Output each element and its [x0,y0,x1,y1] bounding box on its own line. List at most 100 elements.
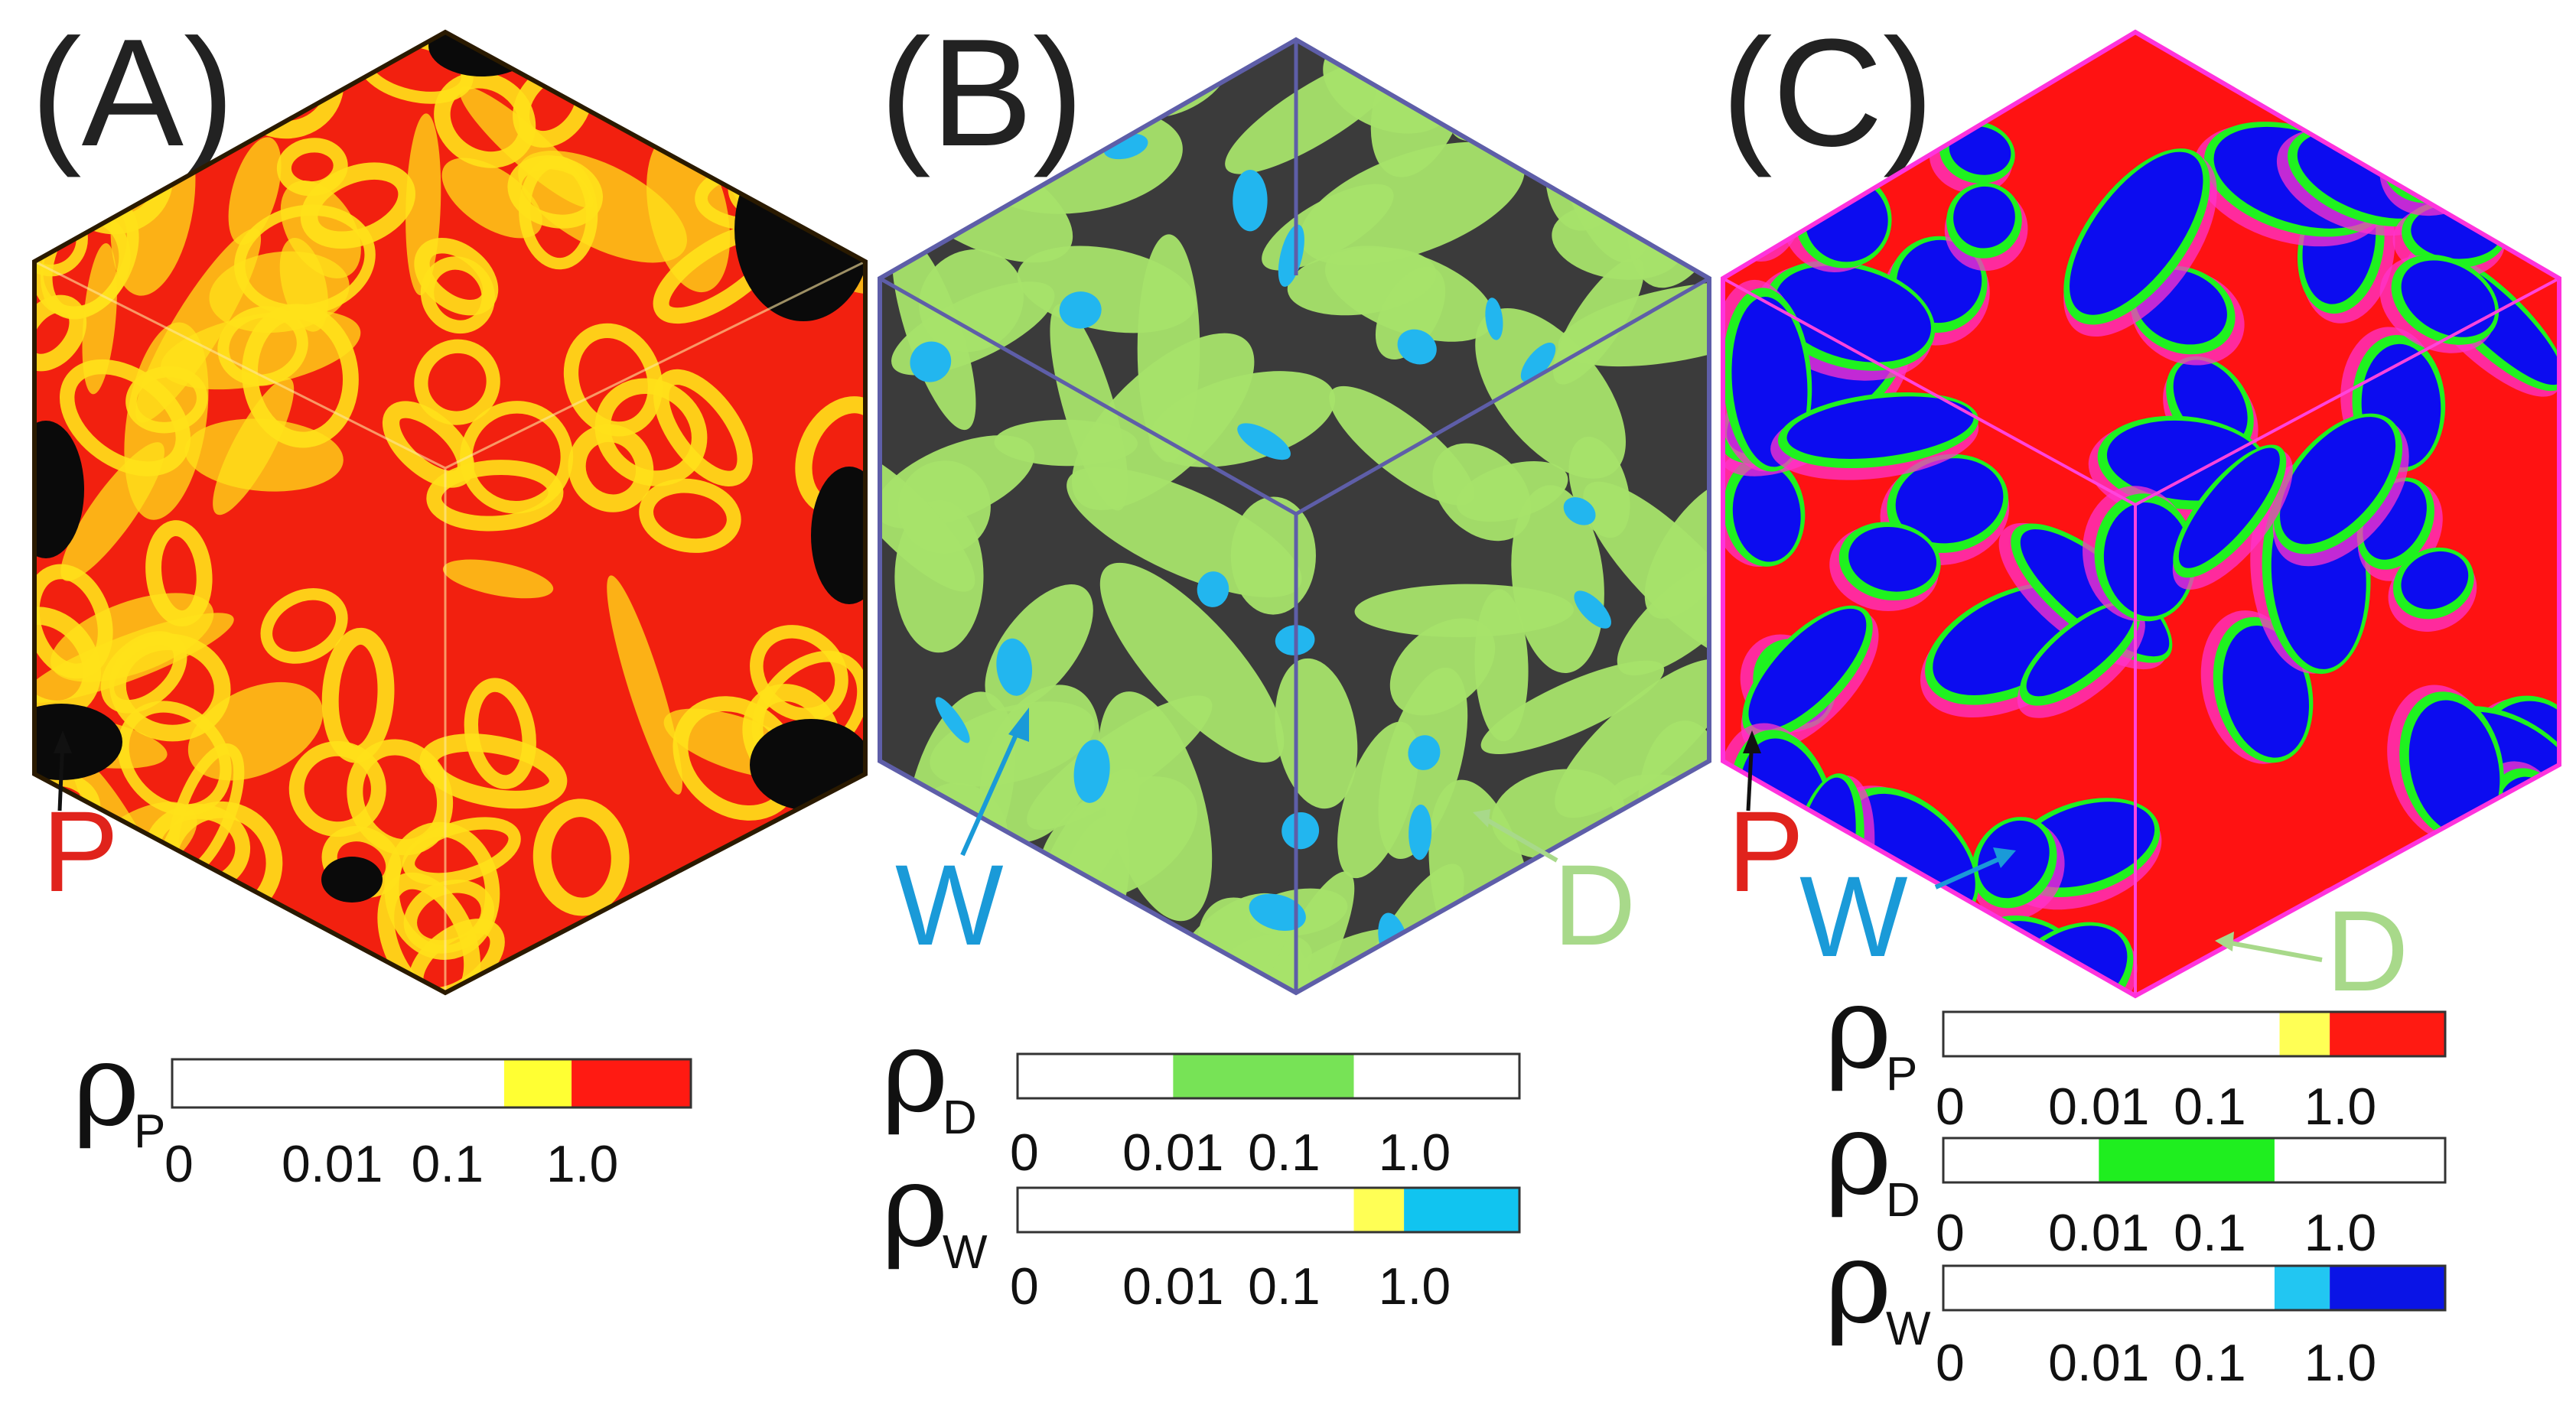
panel-b-core [1197,571,1229,607]
panel-a-blob-fill [405,113,441,296]
panel-b-tube [1300,141,1525,266]
colorbar-tick-label: 0 [164,1135,194,1193]
colorbar-band [1353,1054,1519,1098]
colorbar-subscript: P [1886,1048,1917,1101]
panel-b-core [1408,735,1441,770]
colorbar-symbol: ρ [1825,1088,1892,1221]
colorbar-tick-label: 0.1 [1248,1257,1321,1316]
panel-a-blob-fill [607,575,682,795]
panel-b-tube [1354,584,1575,638]
colorbar-tick-label: 0.01 [2048,1334,2149,1392]
panel-a-blob [460,401,574,514]
marker-a-p: P [42,730,119,916]
panel-a-blob-fill [124,322,209,520]
panel-a-blob [731,32,845,104]
colorbar-tick-label: 1.0 [2304,1204,2377,1262]
colorbar-band [1943,1266,2275,1310]
panel-b-core [1281,811,1320,850]
panel-a-blob [532,798,630,916]
panel-b-core [1408,805,1432,860]
colorbar-band [2274,1138,2445,1182]
colorbar-symbol: ρ [1825,961,1892,1094]
colorbar-tick-label: 1.0 [546,1135,619,1193]
colorbar-tick-label: 0.1 [2174,1334,2246,1392]
colorbar-subscript: D [1886,1174,1920,1227]
colorbar-band [2279,1012,2330,1056]
colorbar-tick-label: 0.01 [2048,1078,2149,1136]
colorbar-symbol: ρ [881,1140,949,1273]
colorbar-band [1173,1054,1354,1098]
panel-a-blob [34,904,145,993]
panel-c-core [1775,265,1931,363]
panel-b-tube [1050,304,1128,511]
colorbar-symbol: ρ [73,1019,140,1152]
panel-a-blob-fill [459,86,594,208]
panel-b-tube [1583,481,1709,666]
colorbar-band [1353,1188,1405,1232]
panel-a-blob [737,875,838,979]
panel-b-tube [979,685,1100,843]
panel-b-core [1073,740,1110,803]
panel-b-tube [1329,385,1475,506]
panel-a-blob-fill [82,242,117,395]
colorbar-tick-label: 0 [1936,1334,1965,1392]
panel-a-blob [563,323,663,437]
colorbar-tick-label: 1.0 [2304,1078,2377,1136]
panel-c-core [1978,820,2050,899]
colorbar-frame [1942,1010,2447,1058]
panel-c-core [1953,186,2015,249]
panel-c-core [1949,126,2011,175]
colorbar-tick-label: 0.1 [1248,1124,1321,1182]
colorbar-tick-label: 1.0 [1379,1124,1451,1182]
marker-b-d: D [1473,809,1636,969]
panel-a-blob [119,916,233,993]
panel-a-blob [639,478,741,553]
panel-b-tube [1099,562,1285,763]
panel-a-blob [402,817,521,886]
panel-b-tube [880,448,975,592]
panel-b-core [1563,497,1596,525]
panel-c-label: (C) [1721,8,1934,178]
panel-b-core [1574,590,1611,629]
panel-a-blob [724,84,821,181]
colorbar-frame [171,1058,692,1109]
panel-c-rim [2381,32,2449,181]
colorbar-subscript: P [134,1105,165,1158]
panel-b-outline [878,37,1711,996]
panel-a-blob [568,424,654,512]
colorbar-tick-label: 0 [1936,1204,1965,1262]
panel-b-core [1623,199,1672,223]
panel-a-blob-fill [213,377,295,515]
panel-c-core [2385,32,2441,172]
panel-a-blob-fill [280,181,361,278]
panel-b-tube [1480,660,1665,755]
panel-a-blob-fill [34,613,234,703]
panel-b-core [1233,170,1268,232]
panel-b-core [1059,291,1102,329]
marker-b-w: W [895,707,1029,969]
panel-b-core [996,638,1033,696]
panel-c-outline [1721,29,2561,999]
panel-a: (A) [31,8,868,996]
colorbar-tick-label: 0.01 [282,1135,383,1193]
colorbar-b-d: ρD0 0.01 0.1 1.0 [881,1005,1521,1182]
panel-b-core [1249,893,1306,932]
marker-c-p-text: P [1728,787,1804,916]
marker-c-w-text: W [1799,852,1908,981]
panel-b-core [1397,329,1437,365]
panel-a-blob [260,588,348,664]
panel-b-core [935,697,970,743]
panel-b-core [1485,298,1503,340]
panel-b-tube [1255,871,1355,993]
marker-c-d: D [2215,886,2408,1015]
colorbar-a-p: ρP0 0.01 0.1 1.0 [73,1019,692,1193]
colorbar-band [1404,1188,1519,1232]
panel-c-core [2070,151,2203,315]
panel-c-core [2401,260,2496,337]
panel-c-halo [2384,32,2460,191]
panel-c-core [2178,447,2280,568]
colorbar-band [2274,1266,2330,1310]
marker-c-p: P [1728,730,1804,916]
colorbar-tick-label: 0.01 [2048,1204,2149,1262]
